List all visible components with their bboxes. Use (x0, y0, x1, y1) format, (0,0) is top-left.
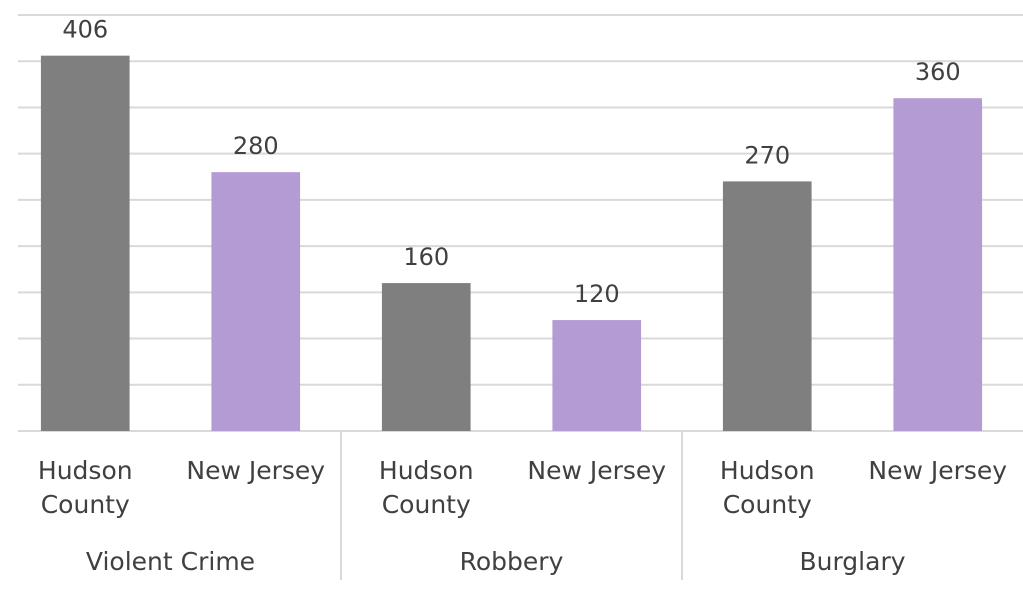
series-label: New Jersey (868, 456, 1008, 485)
bar (552, 320, 642, 431)
bar (722, 181, 812, 431)
category-label: Robbery (459, 547, 564, 576)
data-label: 406 (62, 16, 108, 44)
bar (40, 55, 130, 431)
series-label: New Jersey (186, 456, 326, 485)
bar (893, 98, 983, 431)
series-label: Hudson County (378, 456, 474, 519)
data-label: 270 (744, 141, 790, 169)
category-label: Violent Crime (85, 547, 256, 576)
category-label: Burglary (799, 547, 906, 576)
data-label: 280 (233, 132, 279, 160)
series-label: Hudson County (37, 456, 133, 519)
series-label: Hudson County (719, 456, 815, 519)
data-label: 160 (403, 243, 449, 271)
data-label: 120 (574, 280, 620, 308)
series-label: New Jersey (527, 456, 667, 485)
bar (381, 283, 471, 431)
data-label: 360 (915, 58, 961, 86)
bar (211, 172, 301, 431)
